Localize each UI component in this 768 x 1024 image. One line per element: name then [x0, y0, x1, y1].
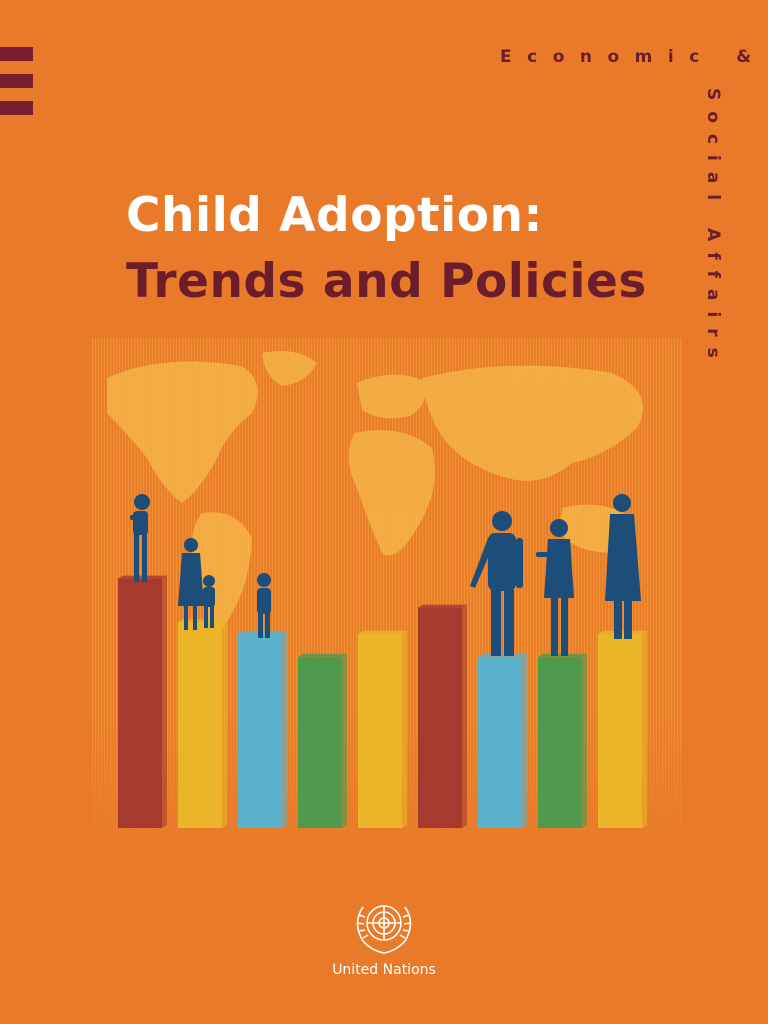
series-label-horizontal: Economic &: [500, 47, 767, 67]
title-line-2: Trends and Policies: [126, 254, 647, 309]
publisher-name: United Nations: [332, 962, 436, 978]
child-silhouette: [130, 494, 150, 582]
stripe: [0, 47, 33, 61]
title-line-1: Child Adoption:: [126, 188, 543, 243]
un-emblem-icon: [356, 905, 412, 954]
bar: [238, 630, 287, 828]
bar-graphic: [118, 575, 647, 828]
people-silhouettes: [130, 494, 641, 656]
stripe: [0, 101, 33, 115]
man-silhouette: [470, 511, 523, 656]
bar: [118, 575, 167, 828]
small-child-silhouette: [257, 573, 271, 638]
woman-silhouette: [536, 519, 574, 656]
cover-illustration: [92, 338, 682, 838]
side-stripes: [0, 47, 33, 128]
bar: [298, 653, 347, 828]
bar: [538, 653, 587, 828]
bar: [478, 653, 527, 828]
series-label-vertical: Social Affairs: [703, 88, 723, 369]
bar: [178, 619, 227, 828]
bar: [418, 604, 467, 828]
toddler-silhouette: [203, 575, 215, 628]
stripe: [0, 74, 33, 88]
adult-silhouette: [605, 494, 641, 639]
bar: [598, 630, 647, 828]
girl-silhouette: [178, 538, 204, 630]
bar: [358, 630, 407, 828]
